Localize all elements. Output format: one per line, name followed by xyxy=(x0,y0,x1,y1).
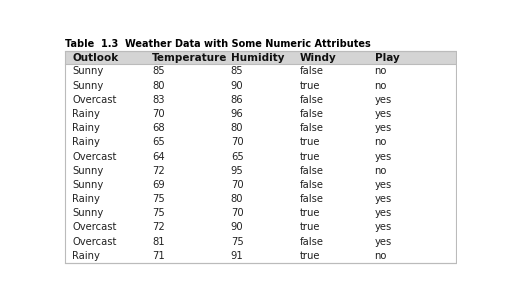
Text: 71: 71 xyxy=(152,251,165,261)
Text: Windy: Windy xyxy=(300,52,336,63)
Text: true: true xyxy=(300,81,320,91)
Text: 75: 75 xyxy=(231,237,243,247)
Text: 80: 80 xyxy=(231,123,243,133)
Text: 75: 75 xyxy=(152,208,165,218)
Text: true: true xyxy=(300,137,320,148)
Text: 91: 91 xyxy=(231,251,243,261)
Text: 85: 85 xyxy=(152,66,165,77)
Text: 70: 70 xyxy=(231,180,243,190)
Text: 65: 65 xyxy=(231,152,243,162)
Text: Sunny: Sunny xyxy=(72,81,104,91)
Text: false: false xyxy=(300,194,324,204)
Text: 96: 96 xyxy=(231,109,243,119)
Text: yes: yes xyxy=(374,180,392,190)
Text: true: true xyxy=(300,208,320,218)
Text: Sunny: Sunny xyxy=(72,166,104,176)
Text: false: false xyxy=(300,109,324,119)
Text: Sunny: Sunny xyxy=(72,66,104,77)
Text: Rainy: Rainy xyxy=(72,109,100,119)
Text: Outlook: Outlook xyxy=(72,52,118,63)
Text: 68: 68 xyxy=(152,123,165,133)
Text: 70: 70 xyxy=(231,208,243,218)
Text: 70: 70 xyxy=(152,109,165,119)
Text: no: no xyxy=(374,81,387,91)
Text: Overcast: Overcast xyxy=(72,223,116,232)
Text: Rainy: Rainy xyxy=(72,251,100,261)
Text: false: false xyxy=(300,166,324,176)
Text: Temperature: Temperature xyxy=(152,52,228,63)
Text: 70: 70 xyxy=(231,137,243,148)
Text: no: no xyxy=(374,66,387,77)
Text: false: false xyxy=(300,66,324,77)
Text: yes: yes xyxy=(374,208,392,218)
Text: 69: 69 xyxy=(152,180,165,190)
Text: Rainy: Rainy xyxy=(72,137,100,148)
Text: yes: yes xyxy=(374,95,392,105)
Text: Overcast: Overcast xyxy=(72,237,116,247)
Text: yes: yes xyxy=(374,152,392,162)
Text: Overcast: Overcast xyxy=(72,95,116,105)
Text: 80: 80 xyxy=(152,81,165,91)
Text: no: no xyxy=(374,166,387,176)
Text: false: false xyxy=(300,95,324,105)
Text: 72: 72 xyxy=(152,223,165,232)
Text: false: false xyxy=(300,123,324,133)
Text: 80: 80 xyxy=(231,194,243,204)
Text: no: no xyxy=(374,251,387,261)
Text: true: true xyxy=(300,251,320,261)
Text: yes: yes xyxy=(374,123,392,133)
Text: Sunny: Sunny xyxy=(72,208,104,218)
Text: Table  1.3  Weather Data with Some Numeric Attributes: Table 1.3 Weather Data with Some Numeric… xyxy=(66,39,371,49)
Text: Humidity: Humidity xyxy=(231,52,284,63)
Text: 95: 95 xyxy=(231,166,243,176)
Text: 83: 83 xyxy=(152,95,165,105)
Text: yes: yes xyxy=(374,223,392,232)
Text: 81: 81 xyxy=(152,237,165,247)
Text: no: no xyxy=(374,137,387,148)
Text: 85: 85 xyxy=(231,66,243,77)
Text: yes: yes xyxy=(374,194,392,204)
Text: 86: 86 xyxy=(231,95,243,105)
Text: Sunny: Sunny xyxy=(72,180,104,190)
Text: Rainy: Rainy xyxy=(72,123,100,133)
Text: 65: 65 xyxy=(152,137,165,148)
Text: Rainy: Rainy xyxy=(72,194,100,204)
Bar xyxy=(66,51,456,64)
Text: false: false xyxy=(300,237,324,247)
Text: 90: 90 xyxy=(231,223,243,232)
Text: 72: 72 xyxy=(152,166,165,176)
Text: 64: 64 xyxy=(152,152,165,162)
Text: yes: yes xyxy=(374,109,392,119)
Text: true: true xyxy=(300,152,320,162)
Text: true: true xyxy=(300,223,320,232)
Text: 90: 90 xyxy=(231,81,243,91)
Text: Play: Play xyxy=(374,52,399,63)
Text: yes: yes xyxy=(374,237,392,247)
Text: false: false xyxy=(300,180,324,190)
Text: Overcast: Overcast xyxy=(72,152,116,162)
Text: 75: 75 xyxy=(152,194,165,204)
